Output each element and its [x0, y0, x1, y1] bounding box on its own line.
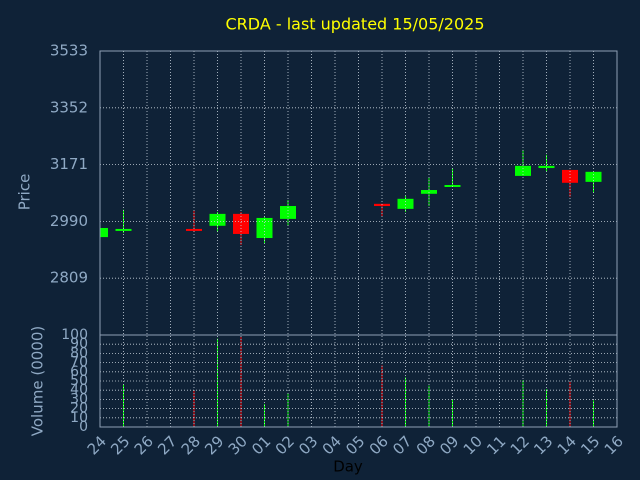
- candle-body: [100, 227, 108, 238]
- volume-tick-label: 30: [70, 391, 88, 407]
- x-tick-label: 24: [84, 432, 110, 458]
- candle-body: [186, 228, 202, 231]
- x-tick-label: 07: [389, 432, 415, 458]
- candle-body: [233, 213, 249, 234]
- x-tick-label: 28: [178, 432, 204, 458]
- candle-body: [421, 190, 437, 194]
- x-tick-label: 16: [601, 432, 627, 458]
- volume-tick-label: 70: [70, 355, 88, 371]
- volume-tick-label: 40: [70, 382, 88, 398]
- x-tick-label: 11: [483, 432, 509, 458]
- volume-tick-label: 60: [70, 364, 88, 380]
- chart-title: CRDA - last updated 15/05/2025: [226, 15, 485, 34]
- x-tick-label: 25: [107, 432, 133, 458]
- candle-body: [562, 169, 578, 183]
- volume-axis-label: Volume (0000): [29, 326, 47, 436]
- candle-body: [585, 171, 602, 182]
- volume-tick-label: 100: [61, 327, 88, 343]
- volume-tick-label: 0: [79, 419, 88, 435]
- x-tick-label: 26: [131, 432, 157, 458]
- volume-tick-label: 20: [70, 401, 88, 417]
- x-axis-label: Day: [333, 458, 363, 476]
- volume-tick-label: 50: [70, 373, 88, 389]
- volume-tick-label: 80: [70, 345, 88, 361]
- x-tick-label: 13: [530, 432, 556, 458]
- x-tick-label: 09: [436, 432, 462, 458]
- axes: 2809299031713352353301020304050607080901…: [50, 42, 627, 459]
- x-tick-label: 27: [154, 432, 180, 458]
- candle-body: [515, 165, 531, 176]
- x-tick-label: 04: [319, 432, 345, 458]
- x-tick-label: 05: [342, 432, 368, 458]
- candle-body: [444, 184, 461, 187]
- volume-tick-label: 90: [70, 336, 88, 352]
- volume-frame: [99, 334, 618, 428]
- y-tick-label: 3171: [50, 155, 88, 173]
- candle-body: [538, 165, 555, 169]
- volume-tick-label: 10: [70, 410, 88, 426]
- y-tick-label: 2809: [50, 269, 88, 287]
- x-tick-label: 12: [507, 432, 533, 458]
- y-tick-label: 3352: [50, 98, 88, 116]
- x-tick-label: 06: [366, 432, 392, 458]
- x-tick-label: 08: [413, 432, 439, 458]
- x-tick-label: 01: [248, 432, 274, 458]
- candle-body: [115, 228, 132, 231]
- candle-body: [397, 198, 414, 209]
- x-tick-label: 10: [460, 432, 486, 458]
- y-tick-label: 3533: [50, 42, 88, 60]
- candle-body: [280, 206, 296, 219]
- y-tick-label: 2990: [50, 212, 88, 230]
- x-tick-label: 03: [295, 432, 321, 458]
- x-tick-label: 14: [554, 432, 580, 458]
- price-panel: [100, 149, 602, 245]
- x-tick-label: 02: [272, 432, 298, 458]
- candle-body: [256, 217, 273, 239]
- x-tick-label: 30: [225, 432, 251, 458]
- y-axis-label: Price: [16, 174, 34, 211]
- x-tick-label: 15: [577, 432, 603, 458]
- x-tick-label: 29: [201, 432, 227, 458]
